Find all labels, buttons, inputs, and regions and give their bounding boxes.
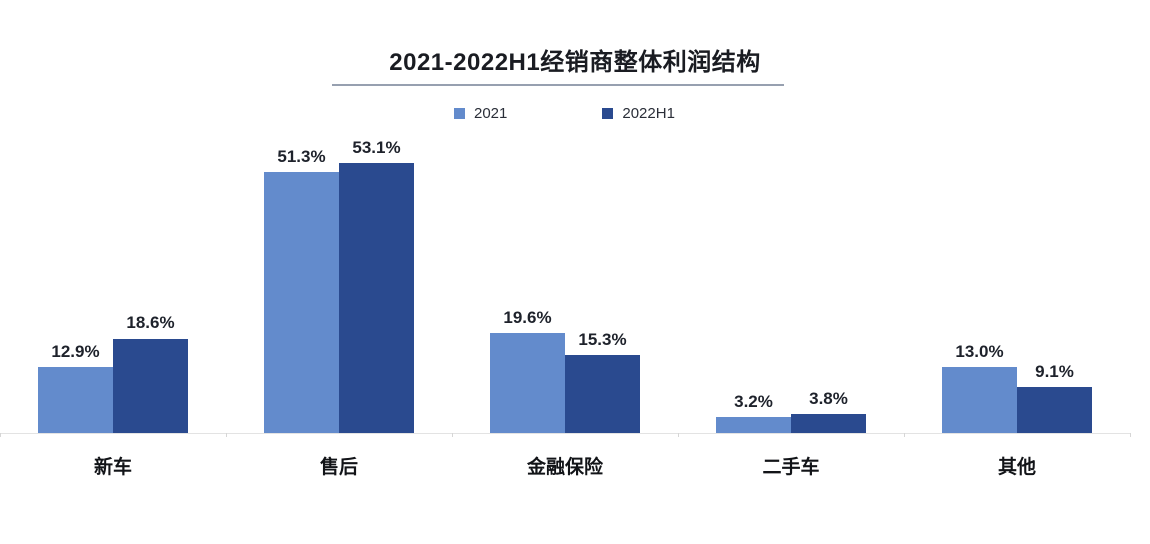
legend-item-2022h1: 2022H1 [602,105,675,122]
category-label: 新车 [93,457,133,478]
bar-2021-category-2 [490,333,565,433]
value-label: 19.6% [503,308,552,328]
bar-2021-category-4 [942,366,1017,433]
bar-2022h1-category-3 [791,413,866,433]
bar-2022h1-category-0 [113,338,188,433]
legend-swatch-icon [602,108,614,119]
legend-label: 2022H1 [622,105,675,122]
value-label: 13.0% [955,341,1004,361]
bar-2021-category-3 [716,416,791,433]
value-label: 12.9% [51,342,100,362]
x-axis-tick [904,433,905,437]
category-label: 二手车 [762,457,820,478]
legend-swatch-icon [454,108,465,119]
bar-2022h1-category-1 [339,163,414,433]
chart-title: 2021-2022H1经销商整体利润结构 [389,49,761,76]
bar-2021-category-1 [264,172,339,433]
bar-2021-category-0 [38,367,113,433]
value-label: 18.6% [126,313,175,333]
bar-2022h1-category-4 [1017,386,1092,433]
x-axis-tick [1130,433,1131,437]
x-axis-line [0,433,1131,434]
x-axis-tick [678,433,679,437]
legend: 2021 2022H1 [454,105,675,122]
value-label: 53.1% [352,138,401,158]
category-label: 售后 [319,457,359,478]
value-label: 3.8% [809,388,848,408]
x-axis-tick [0,433,1,437]
value-label: 9.1% [1035,361,1074,381]
legend-item-2021: 2021 [454,105,507,122]
value-label: 15.3% [578,330,627,350]
value-label: 51.3% [277,147,326,167]
title-underline [332,84,784,86]
x-axis-tick [452,433,453,437]
legend-label: 2021 [474,105,508,122]
category-label: 其他 [997,457,1037,478]
value-label: 3.2% [734,391,773,411]
x-axis-tick [226,433,227,437]
bar-2022h1-category-2 [565,355,640,433]
category-label: 金融保险 [526,457,604,478]
